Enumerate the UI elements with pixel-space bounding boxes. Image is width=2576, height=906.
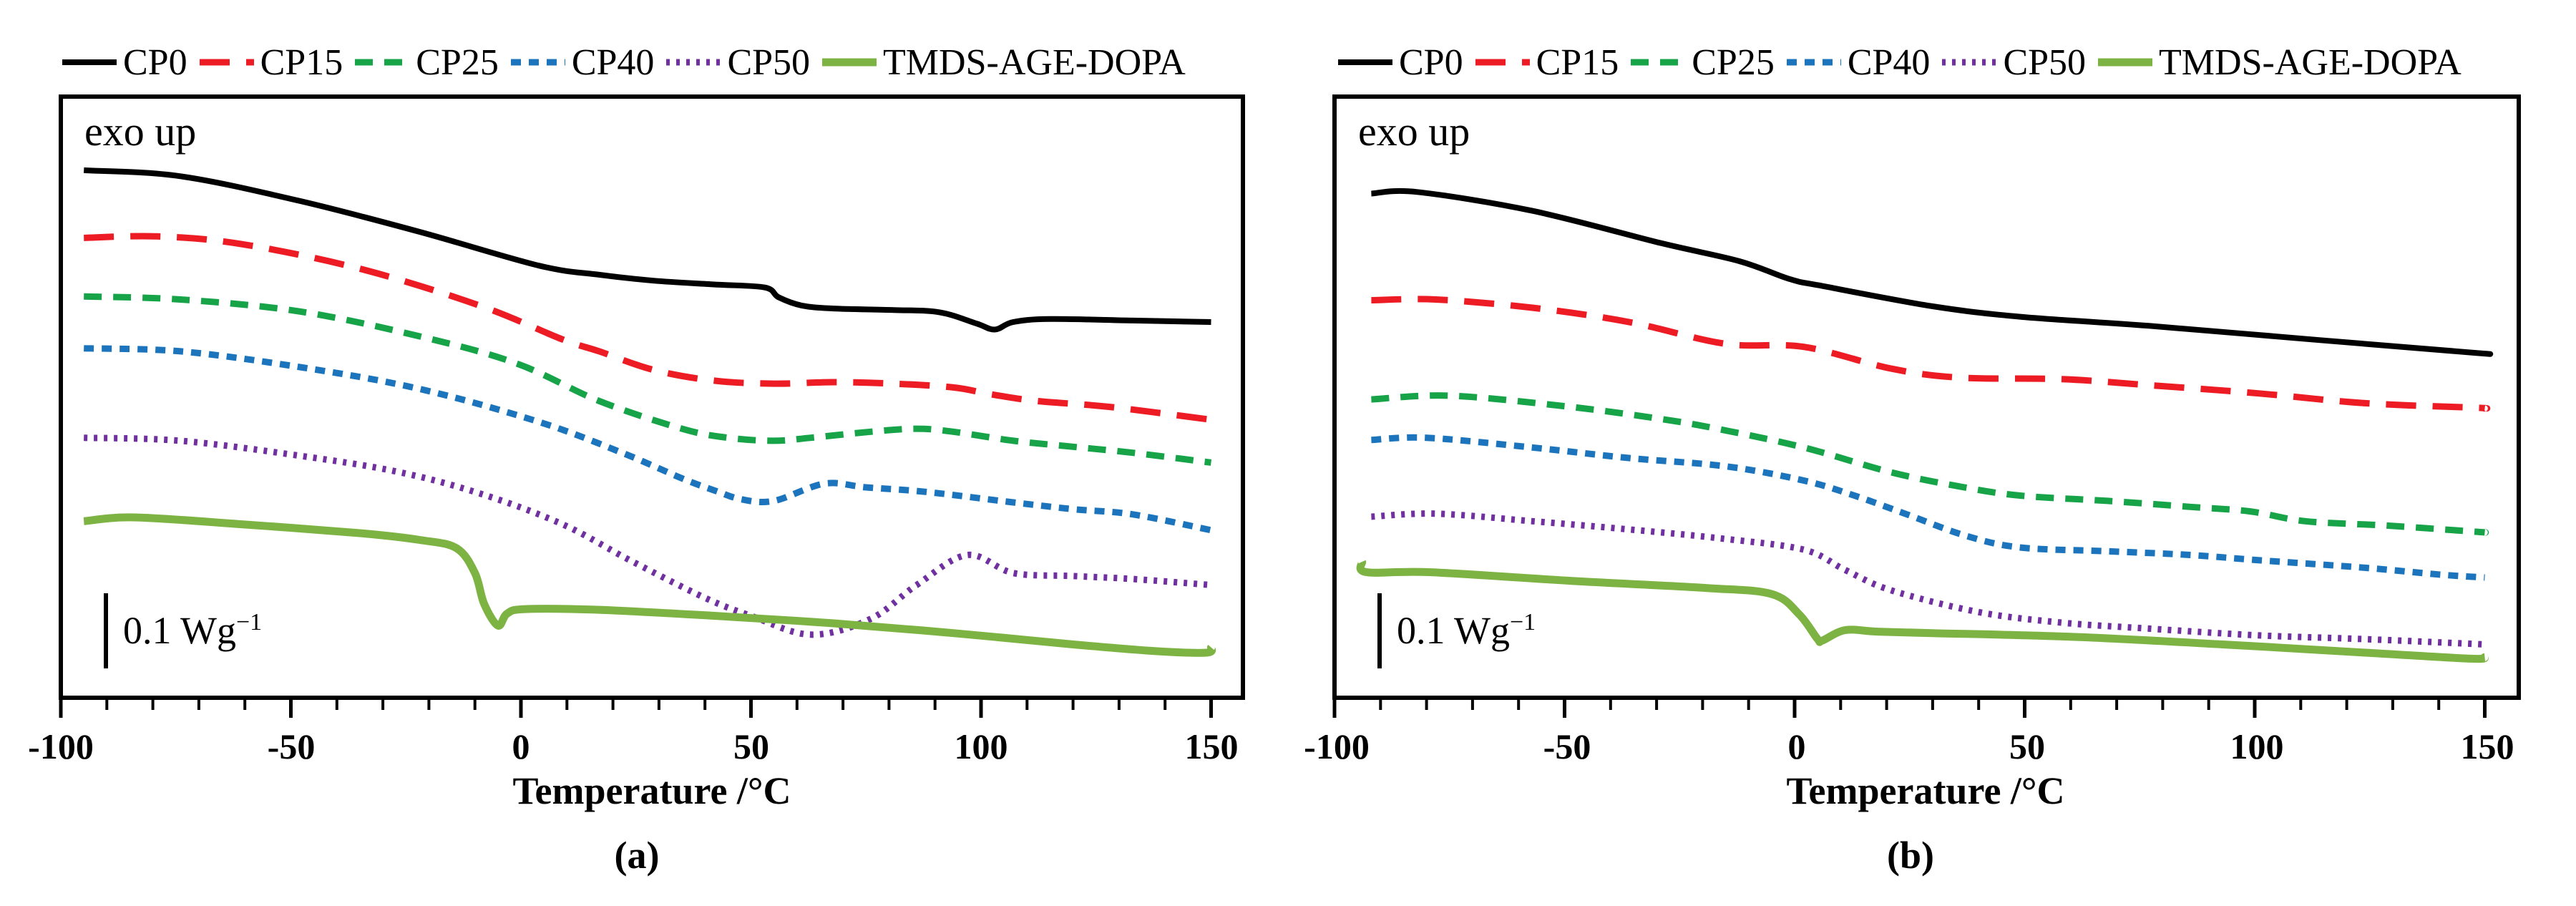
legend-line-cp40-icon — [510, 59, 565, 66]
legend-label: CP50 — [2003, 42, 2087, 83]
x-tick-label: -50 — [1543, 726, 1591, 766]
scale-bar-label-a: 0.1 Wg−1 — [123, 608, 262, 653]
legend-item-cp15: CP15 — [1474, 42, 1619, 84]
x-axis-title-b: Temperature /°C — [1786, 769, 2065, 812]
legend-line-cp0-icon — [62, 59, 117, 65]
legend-label: CP50 — [727, 42, 811, 83]
legend-label: TMDS-AGE-DOPA — [2159, 42, 2462, 83]
curve-CP40-a — [84, 345, 1212, 534]
x-tick-label: 100 — [2230, 726, 2284, 766]
x-axis-title-a: Temperature /°C — [512, 769, 791, 812]
scale-bar-label-b: 0.1 Wg−1 — [1397, 608, 1536, 653]
legend-item-cp25: CP25 — [1629, 42, 1775, 84]
curve-CP25-b — [1371, 392, 2489, 536]
curve-CP25-a — [84, 293, 1212, 466]
legend-label: CP15 — [1536, 42, 1619, 83]
curve-CP0-b — [1371, 187, 2494, 357]
legend-line-cp50-icon — [1942, 59, 1997, 66]
scale-bar-exponent: −1 — [236, 609, 263, 635]
legend-label: CP15 — [260, 42, 343, 83]
panel-letter-a: (a) — [614, 834, 660, 877]
legend-label: TMDS-AGE-DOPA — [883, 42, 1186, 83]
legend-line-cp15-icon — [199, 59, 254, 66]
legend-panel-a: CP0 CP15 CP25 CP40 CP50 — [61, 36, 1196, 89]
curve-CP15-a — [84, 233, 1212, 423]
legend-item-cp50: CP50 — [1941, 42, 2086, 84]
legend-item-cp40: CP40 — [509, 42, 655, 84]
legend-line-tmds-icon — [2098, 58, 2153, 67]
curve-TMDS-AGE-DOPA-a — [83, 513, 1216, 657]
legend-item-cp0: CP0 — [61, 42, 187, 84]
curve-CP0-a — [83, 167, 1211, 333]
exo-up-label-b: exo up — [1358, 108, 1470, 155]
legend-line-cp50-icon — [666, 59, 721, 66]
scale-bar-value: 0.1 Wg — [1397, 609, 1510, 652]
legend-line-cp15-icon — [1475, 59, 1530, 66]
curve-TMDS-AGE-DOPA-b — [1356, 560, 2489, 663]
x-tick-label: -100 — [1304, 726, 1370, 766]
legend-line-cp25-icon — [355, 59, 410, 66]
x-tick-label: 0 — [1787, 726, 1806, 766]
exo-up-label-a: exo up — [84, 108, 197, 155]
x-tick-label: 150 — [1184, 726, 1239, 766]
x-tick-label: 50 — [733, 726, 769, 766]
x-tick-label: -50 — [267, 726, 316, 766]
legend-item-cp15: CP15 — [198, 42, 343, 84]
legend-label: CP25 — [416, 42, 499, 83]
scale-bar-value: 0.1 Wg — [123, 609, 236, 652]
legend-item-tmds: TMDS-AGE-DOPA — [821, 42, 1186, 84]
legend-line-cp0-icon — [1338, 59, 1392, 65]
legend-item-cp25: CP25 — [353, 42, 499, 84]
legend-label: CP25 — [1692, 42, 1775, 83]
x-tick-label: -100 — [28, 726, 94, 766]
plot-box-b — [1332, 94, 2521, 700]
curve-CP50-b — [1371, 510, 2485, 648]
x-tick-label: 50 — [2009, 726, 2045, 766]
curve-CP15-b — [1371, 296, 2491, 412]
curve-CP40-b — [1371, 434, 2485, 581]
curve-CP50-a — [84, 434, 1211, 638]
legend-line-tmds-icon — [822, 58, 877, 67]
x-tick-label: 0 — [512, 726, 530, 766]
scale-bar-exponent: −1 — [1510, 609, 1536, 635]
legend-item-cp50: CP50 — [665, 42, 810, 84]
x-tick-label: 100 — [954, 726, 1008, 766]
legend-label: CP0 — [123, 42, 187, 83]
legend-item-cp0: CP0 — [1337, 42, 1463, 84]
legend-item-cp40: CP40 — [1785, 42, 1931, 84]
legend-label: CP40 — [1847, 42, 1931, 83]
legend-item-tmds: TMDS-AGE-DOPA — [2097, 42, 2462, 84]
plot-box-a — [59, 94, 1245, 700]
panel-letter-b: (b) — [1887, 834, 1934, 877]
legend-line-cp40-icon — [1786, 59, 1841, 66]
legend-line-cp25-icon — [1631, 59, 1686, 66]
legend-label: CP40 — [571, 42, 655, 83]
x-tick-label: 150 — [2460, 726, 2514, 766]
legend-panel-b: CP0 CP15 CP25 CP40 CP50 — [1337, 36, 2472, 89]
legend-label: CP0 — [1399, 42, 1463, 83]
